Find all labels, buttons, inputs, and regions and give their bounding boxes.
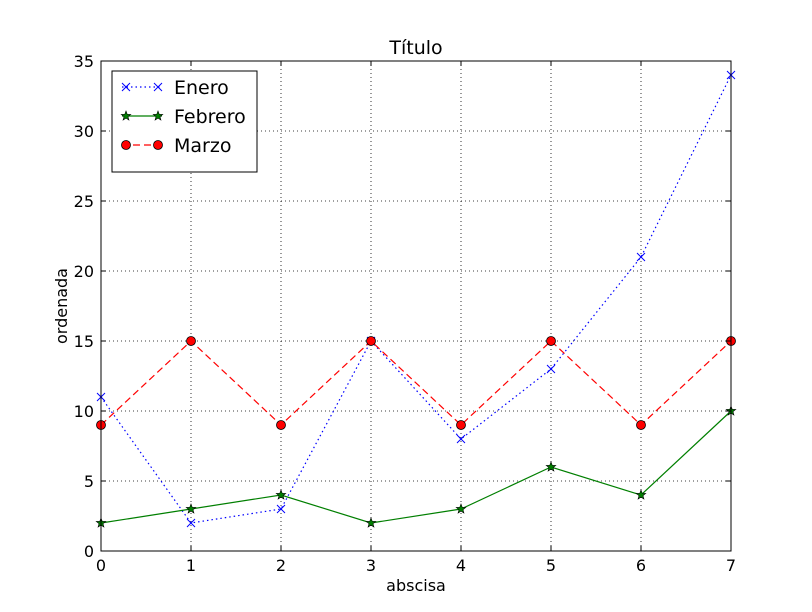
data-point-enero-stroke-b bbox=[546, 364, 556, 374]
data-point-febrero bbox=[365, 517, 377, 528]
y-tick-label: 15 bbox=[74, 332, 94, 351]
series-line-marzo bbox=[100, 340, 732, 426]
legend-entry-enero: Enero bbox=[121, 77, 229, 99]
legend-box bbox=[111, 70, 258, 173]
y-tick-label: 35 bbox=[74, 52, 94, 71]
legend-marker-marzo bbox=[153, 140, 163, 150]
x-tick-label: 7 bbox=[726, 556, 736, 575]
data-point-febrero bbox=[455, 503, 467, 514]
data-point-enero-stroke-b bbox=[456, 434, 466, 444]
x-tick-label: 3 bbox=[366, 556, 376, 575]
legend-entry-marzo: Marzo bbox=[121, 135, 231, 157]
legend-entry-febrero: Febrero bbox=[120, 106, 246, 128]
legend-marker-enero-stroke-b bbox=[121, 82, 131, 92]
plot-frame bbox=[100, 60, 732, 552]
x-tick-label: 0 bbox=[96, 556, 106, 575]
series-line-febrero bbox=[100, 410, 732, 524]
data-point-enero bbox=[636, 252, 646, 262]
data-point-marzo bbox=[456, 420, 466, 430]
series-layer bbox=[95, 70, 737, 528]
data-point-febrero bbox=[185, 503, 197, 514]
data-point-enero bbox=[186, 518, 196, 528]
y-tick-label: 20 bbox=[74, 262, 94, 281]
x-tick-label: 2 bbox=[276, 556, 286, 575]
legend: Enero Febrero Marzo bbox=[111, 70, 258, 173]
y-tick-label: 30 bbox=[74, 122, 94, 141]
x-tick-label: 1 bbox=[186, 556, 196, 575]
data-point-marzo bbox=[636, 420, 646, 430]
legend-marker-enero bbox=[121, 82, 131, 92]
legend-marker-febrero bbox=[152, 110, 164, 121]
y-axis-label: ordenada bbox=[52, 268, 71, 344]
data-point-enero bbox=[546, 364, 556, 374]
y-tick-label: 10 bbox=[74, 402, 94, 421]
data-point-enero bbox=[276, 504, 286, 514]
data-point-enero-stroke-b bbox=[276, 504, 286, 514]
x-tick-label: 4 bbox=[456, 556, 466, 575]
y-tick-label: 0 bbox=[84, 542, 94, 561]
data-point-febrero bbox=[545, 461, 557, 472]
legend-marker-febrero bbox=[120, 110, 132, 121]
legend-label-marzo: Marzo bbox=[174, 135, 231, 157]
data-point-marzo bbox=[546, 336, 556, 346]
y-tick-label: 5 bbox=[84, 472, 94, 491]
data-point-marzo bbox=[186, 336, 196, 346]
x-tick-label: 6 bbox=[636, 556, 646, 575]
data-point-enero-stroke-b bbox=[186, 518, 196, 528]
axis-ticks: 0 1 2 3 4 5 6 7 0 5 10 15 20 25 30 35 bbox=[74, 52, 736, 575]
data-point-enero-stroke-b bbox=[636, 252, 646, 262]
legend-marker-enero-stroke-b bbox=[153, 82, 163, 92]
y-tick-label: 25 bbox=[74, 192, 94, 211]
x-axis-label: abscisa bbox=[386, 576, 446, 595]
data-point-febrero bbox=[275, 489, 287, 500]
series-marzo bbox=[96, 336, 736, 430]
data-point-febrero bbox=[635, 489, 647, 500]
legend-marker-enero bbox=[153, 82, 163, 92]
x-tick-label: 5 bbox=[546, 556, 556, 575]
chart-title: Título bbox=[388, 37, 442, 59]
data-point-marzo bbox=[366, 336, 376, 346]
legend-label-enero: Enero bbox=[174, 77, 229, 99]
data-point-marzo bbox=[276, 420, 286, 430]
legend-marker-marzo bbox=[121, 140, 131, 150]
data-point-enero bbox=[456, 434, 466, 444]
legend-label-febrero: Febrero bbox=[174, 106, 246, 128]
